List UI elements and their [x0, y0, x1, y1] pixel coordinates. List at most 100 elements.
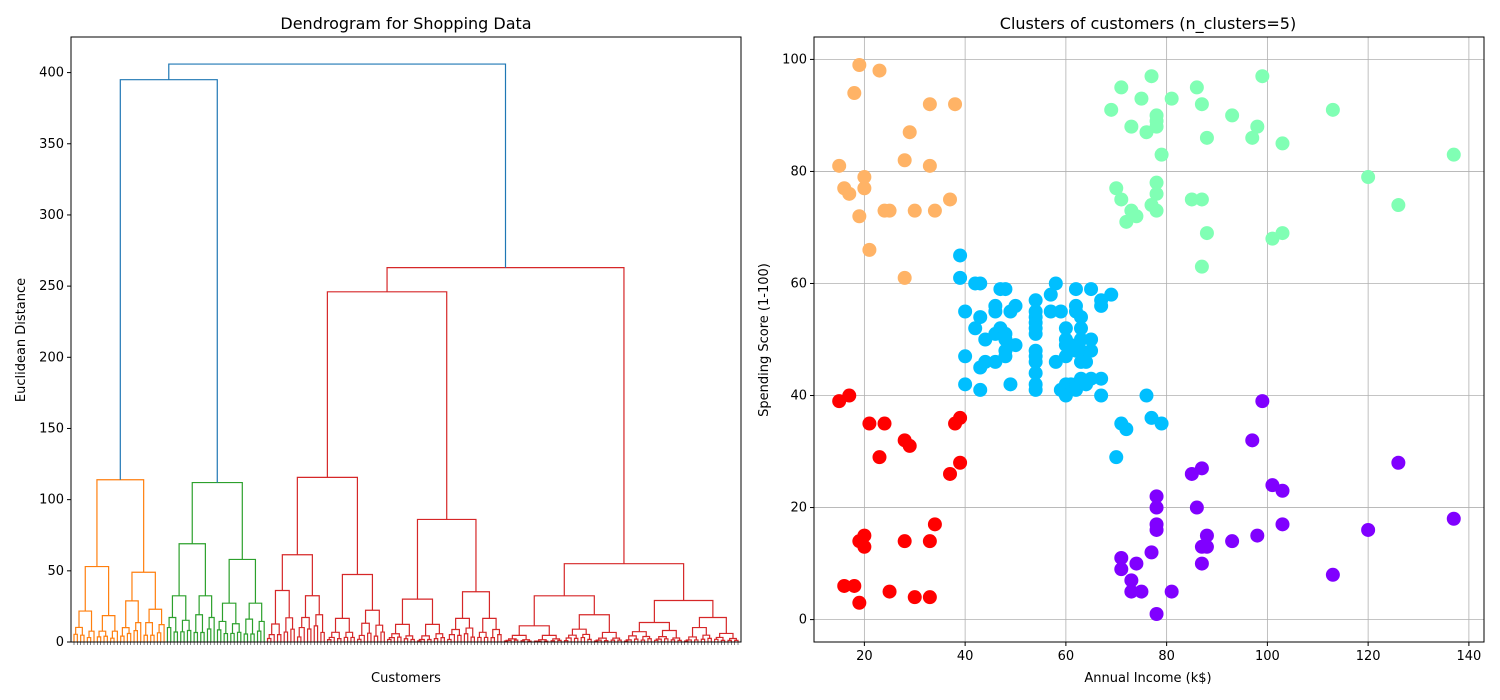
- scatter-point: [1154, 416, 1169, 431]
- scatter-chart: Clusters of customers (n_clusters=5) 20 4…: [757, 14, 1485, 686]
- scatter-point: [958, 377, 973, 392]
- scatter-point: [1109, 450, 1124, 465]
- dendrogram-link: [388, 637, 395, 642]
- scatter-point: [1094, 298, 1109, 313]
- dendrogram-link: [173, 631, 179, 642]
- dendrogram-link: [88, 630, 95, 642]
- dendrogram-link: [357, 638, 362, 642]
- dendrogram-link: [276, 634, 282, 642]
- scatter-point: [1194, 259, 1209, 274]
- dendrogram-link: [367, 632, 372, 642]
- scatter-point: [847, 578, 862, 593]
- dendrogram-link: [86, 636, 92, 642]
- dendrogram-link: [133, 629, 138, 642]
- dendrogram-link: [78, 610, 93, 632]
- scatter-point: [1194, 192, 1209, 207]
- scatter-point: [1149, 114, 1164, 129]
- scatter-y-label: Spending Score (1-100): [757, 263, 772, 417]
- dendrogram-link: [492, 628, 501, 638]
- scatter-point: [1053, 304, 1068, 319]
- dendrogram-link: [296, 636, 302, 642]
- scatter-point: [1124, 584, 1139, 599]
- dendrogram-link: [306, 628, 312, 642]
- scatter-point: [1194, 556, 1209, 571]
- dendrogram-link: [478, 631, 487, 638]
- dendrogram-link: [186, 629, 192, 642]
- dendrogram-link: [417, 640, 422, 642]
- scatter-x-tick-label: 140: [1456, 649, 1481, 664]
- dendrogram-link: [96, 636, 102, 642]
- scatter-point: [1068, 298, 1083, 313]
- dendrogram-link: [178, 543, 206, 596]
- scatter-point: [872, 63, 887, 78]
- scatter-point: [1003, 377, 1018, 392]
- scatter-point: [882, 584, 897, 599]
- dendrogram-link: [334, 617, 350, 633]
- dendrogram-link: [482, 617, 497, 633]
- scatter-point: [1199, 226, 1214, 241]
- scatter-y-tick-label: 0: [799, 613, 807, 628]
- scatter-point: [1144, 545, 1159, 560]
- scatter-point: [953, 270, 968, 285]
- scatter-point: [1028, 304, 1043, 319]
- dendrogram-link: [698, 616, 727, 634]
- dendrogram-link: [283, 631, 289, 642]
- scatter-point: [1084, 282, 1099, 297]
- dendrogram-link: [470, 636, 476, 642]
- scatter-point: [1225, 108, 1240, 123]
- scatter-point: [1073, 321, 1088, 336]
- dendrogram-link: [653, 639, 659, 642]
- dendrogram-link: [633, 638, 639, 642]
- dendrogram-root-link: [168, 63, 507, 268]
- dendrogram-plot: 0 50 100 150 200 250 300 350 400: [39, 63, 739, 650]
- dendrogram-link: [73, 633, 78, 642]
- dendrogram-link: [150, 634, 155, 642]
- scatter-point: [1446, 147, 1461, 162]
- dendrogram-link: [290, 628, 295, 642]
- dendrogram-link: [580, 636, 586, 642]
- scatter-point: [1114, 550, 1129, 565]
- dendrogram-link: [425, 623, 440, 636]
- scatter-point: [852, 58, 867, 73]
- scatter-point: [1048, 276, 1063, 291]
- dendrogram-x-label: Customers: [371, 671, 441, 686]
- scatter-point: [1058, 321, 1073, 336]
- dendrogram-link: [455, 617, 470, 630]
- dendrogram-y-tick-label: 100: [39, 493, 64, 508]
- scatter-point: [1199, 130, 1214, 145]
- dendrogram-link: [216, 629, 222, 642]
- dendrogram-link: [571, 628, 587, 636]
- scatter-point: [1189, 80, 1204, 95]
- scatter-point: [862, 416, 877, 431]
- scatter-title: Clusters of customers (n_clusters=5): [1000, 14, 1296, 34]
- dendrogram-link: [617, 639, 622, 642]
- scatter-y-tick-label: 80: [790, 164, 807, 179]
- scatter-point: [1325, 567, 1340, 582]
- scatter-point: [922, 158, 937, 173]
- scatter-point: [1194, 461, 1209, 476]
- scatter-point: [1361, 170, 1376, 185]
- dendrogram-chart: Dendrogram for Shopping Data 0 50 100 150 20…: [14, 14, 742, 686]
- scatter-point: [1073, 332, 1088, 347]
- dendrogram-link: [658, 635, 667, 640]
- scatter-y-tick-label: 40: [790, 389, 807, 404]
- scatter-point: [973, 310, 988, 325]
- dendrogram-link: [578, 614, 610, 633]
- scatter-point: [1391, 455, 1406, 470]
- dendrogram-link: [587, 638, 592, 642]
- dendrogram-link: [653, 599, 714, 623]
- dendrogram-link: [110, 637, 115, 642]
- scatter-point: [1028, 366, 1043, 381]
- dendrogram-link: [313, 625, 319, 642]
- dendrogram-link: [125, 600, 139, 628]
- dendrogram-link: [655, 638, 662, 642]
- dendrogram-link: [245, 618, 254, 634]
- scatter-point: [1028, 326, 1043, 341]
- dendrogram-link: [296, 476, 359, 575]
- dendrogram-link: [126, 632, 132, 642]
- scatter-y-tick-label: 60: [790, 276, 807, 291]
- scatter-point: [1008, 338, 1023, 353]
- dendrogram-link: [727, 639, 732, 642]
- dendrogram-link: [166, 626, 172, 642]
- scatter-point: [998, 349, 1013, 364]
